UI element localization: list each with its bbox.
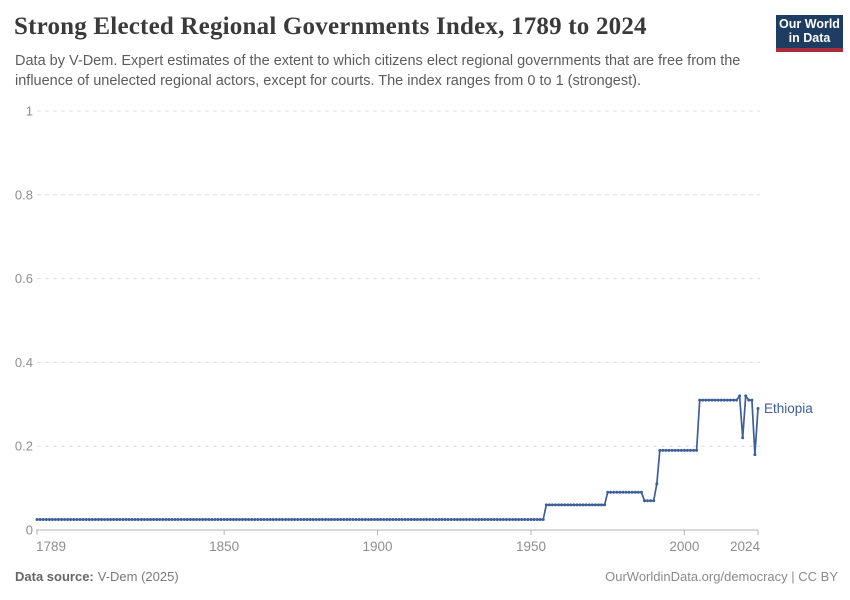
page-title: Strong Elected Regional Governments Inde… (14, 13, 647, 40)
owid-logo[interactable]: Our World in Data (776, 15, 843, 52)
y-tick-label: 0.2 (15, 439, 33, 454)
x-tick-label: 2024 (730, 539, 761, 554)
entity-label[interactable]: Ethiopia (764, 401, 813, 416)
owid-logo-line1: Our World (779, 17, 840, 31)
owid-logo-line2: in Data (788, 30, 831, 45)
data-source-value: V-Dem (2025) (97, 569, 179, 584)
footer-license-link[interactable]: OurWorldinData.org/democracy | CC BY (605, 569, 838, 584)
x-tick-label: 2000 (669, 539, 699, 554)
x-tick-label: 1850 (209, 539, 239, 554)
x-tick-label: 1950 (516, 539, 546, 554)
y-tick-label: 0.4 (15, 355, 33, 370)
data-source-label: Data source: (15, 569, 94, 584)
y-tick-label: 1 (26, 104, 33, 119)
series-markers (35, 394, 760, 521)
y-tick-label: 0 (26, 523, 33, 538)
y-tick-label: 0.8 (15, 187, 33, 202)
data-source: Data source: V-Dem (2025) (15, 569, 179, 584)
x-tick-label: 1900 (363, 539, 393, 554)
y-tick-label: 0.6 (15, 271, 33, 286)
chart-subtitle: Data by V-Dem. Expert estimates of the e… (15, 53, 741, 89)
x-tick-label: 1789 (36, 539, 66, 554)
